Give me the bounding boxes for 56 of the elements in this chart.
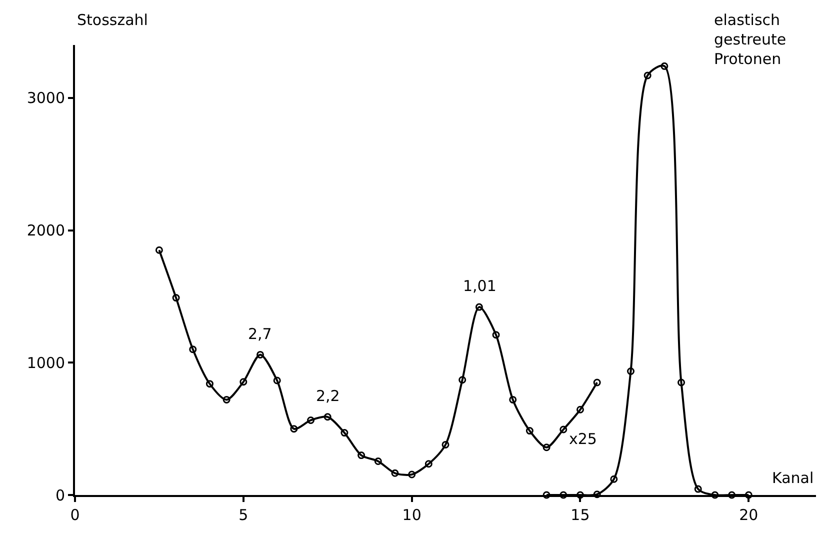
point xyxy=(560,426,568,434)
point xyxy=(206,380,214,388)
x-tick-label: 5 xyxy=(238,506,248,524)
point xyxy=(172,294,180,302)
annotation: x25 xyxy=(569,430,597,448)
point xyxy=(542,444,550,452)
point xyxy=(240,378,248,386)
x-tick-label: 20 xyxy=(739,506,758,524)
annotation: 2,2 xyxy=(316,387,340,405)
x-tick-label: 0 xyxy=(70,506,80,524)
point xyxy=(576,491,584,499)
point xyxy=(593,490,601,498)
x-tick-label: 10 xyxy=(402,506,422,524)
point xyxy=(560,491,568,499)
point xyxy=(290,425,298,433)
point xyxy=(492,331,500,339)
point xyxy=(711,491,719,499)
point xyxy=(155,246,163,254)
point xyxy=(660,62,668,70)
point xyxy=(358,452,366,460)
point xyxy=(576,406,584,414)
point xyxy=(424,460,432,468)
point xyxy=(694,485,702,493)
point xyxy=(593,378,601,386)
point xyxy=(509,396,517,404)
annotation: 1,01 xyxy=(463,277,496,295)
point xyxy=(542,491,550,499)
y-tick-label: 3000 xyxy=(26,89,65,108)
point xyxy=(442,440,450,448)
point xyxy=(307,416,315,424)
point xyxy=(744,491,752,499)
point xyxy=(526,427,534,435)
point xyxy=(408,470,416,478)
point xyxy=(475,303,483,311)
point xyxy=(678,378,686,386)
annotation: elastisch gestreute Protonen xyxy=(714,11,786,68)
x-tick-label: 15 xyxy=(570,506,590,524)
point xyxy=(374,458,382,465)
x-axis-title: Kanal xyxy=(772,469,814,487)
y-tick-label: 1000 xyxy=(26,354,65,372)
point xyxy=(273,376,281,384)
point xyxy=(627,368,634,375)
point xyxy=(324,413,332,421)
y-tick-label: 0 xyxy=(55,486,65,504)
point xyxy=(189,346,197,354)
point xyxy=(610,475,618,483)
point xyxy=(256,350,264,358)
point xyxy=(644,72,652,80)
point xyxy=(222,396,230,404)
point xyxy=(458,376,466,384)
point xyxy=(391,469,399,477)
y-axis-title: Stosszahl xyxy=(77,11,148,29)
point xyxy=(340,429,348,437)
point xyxy=(728,491,736,499)
annotation: 2,7 xyxy=(248,325,272,343)
y-tick-label: 2000 xyxy=(26,222,65,240)
